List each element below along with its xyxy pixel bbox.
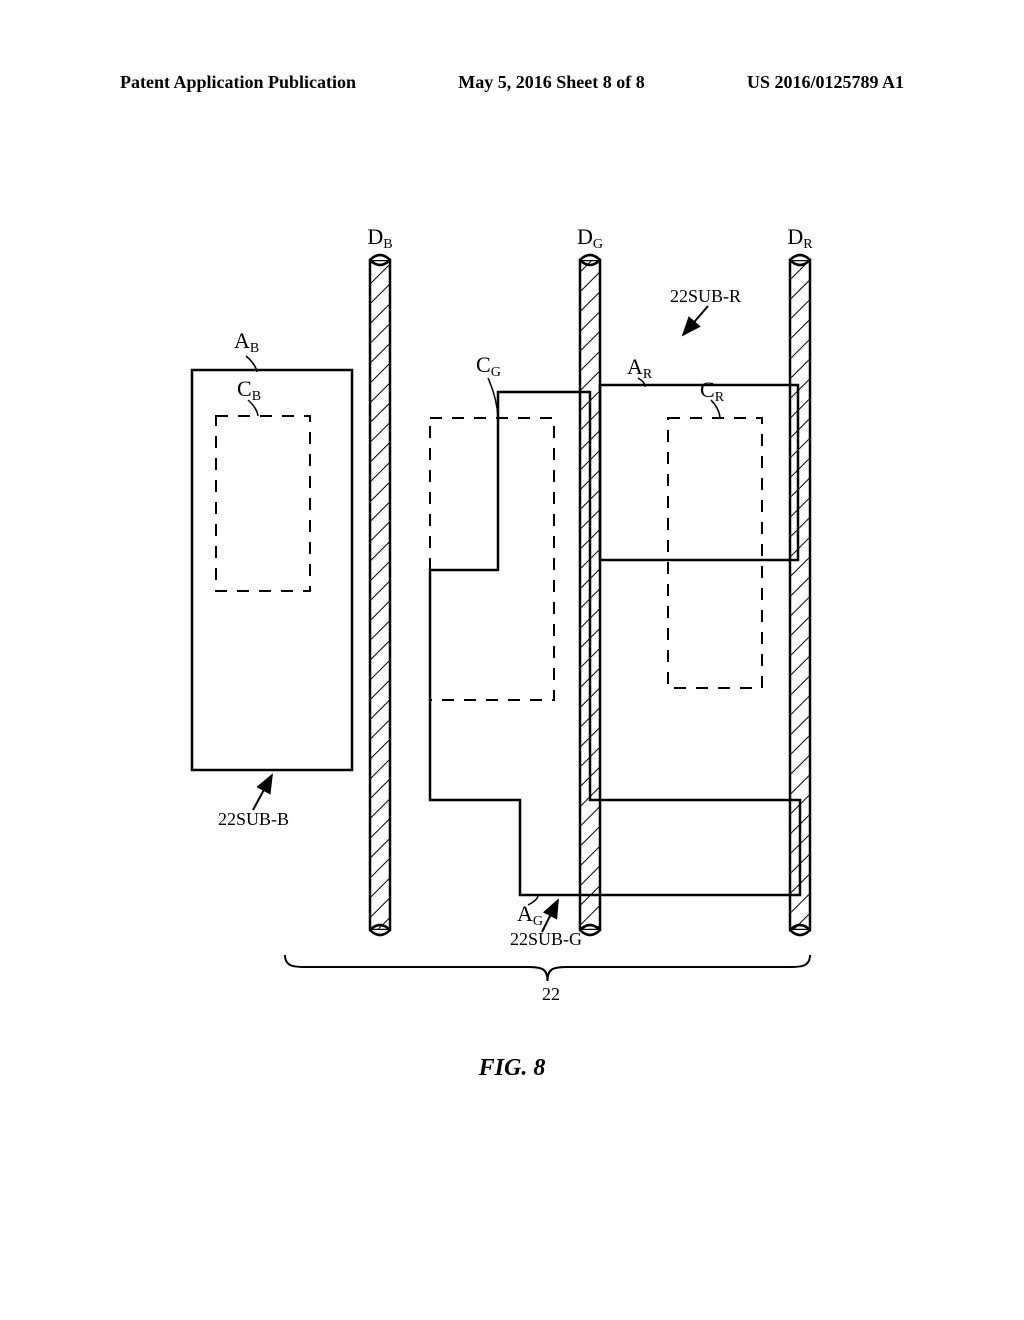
- ref-label-AG: 22SUB-G: [510, 929, 582, 949]
- svg-text:AR: AR: [627, 354, 653, 382]
- pixel-label: 22: [542, 984, 560, 1004]
- svg-text:DB: DB: [367, 224, 392, 252]
- subpixel-AR: [600, 385, 798, 560]
- svg-text:CB: CB: [237, 376, 261, 404]
- capacitor-CB: [216, 416, 310, 591]
- svg-text:AB: AB: [234, 328, 259, 356]
- svg-text:DR: DR: [787, 224, 813, 252]
- pixel-brace: [285, 955, 810, 981]
- capacitor-CG: [430, 418, 554, 700]
- figure-svg: DBDGDRAB22SUB-BAG22SUB-GAR22SUB-RCBCGCR2…: [0, 0, 1024, 1320]
- capacitor-CR: [668, 418, 762, 688]
- subpixel-AG: [430, 392, 800, 895]
- svg-text:AG: AG: [517, 901, 543, 929]
- svg-text:DG: DG: [577, 224, 603, 252]
- ref-label-AR: 22SUB-R: [670, 286, 741, 306]
- data-line-DB: [370, 260, 390, 930]
- page: Patent Application Publication May 5, 20…: [0, 0, 1024, 1320]
- ref-label-AB: 22SUB-B: [218, 809, 289, 829]
- figure-caption: FIG. 8: [0, 1055, 1024, 1082]
- svg-text:CG: CG: [476, 352, 501, 380]
